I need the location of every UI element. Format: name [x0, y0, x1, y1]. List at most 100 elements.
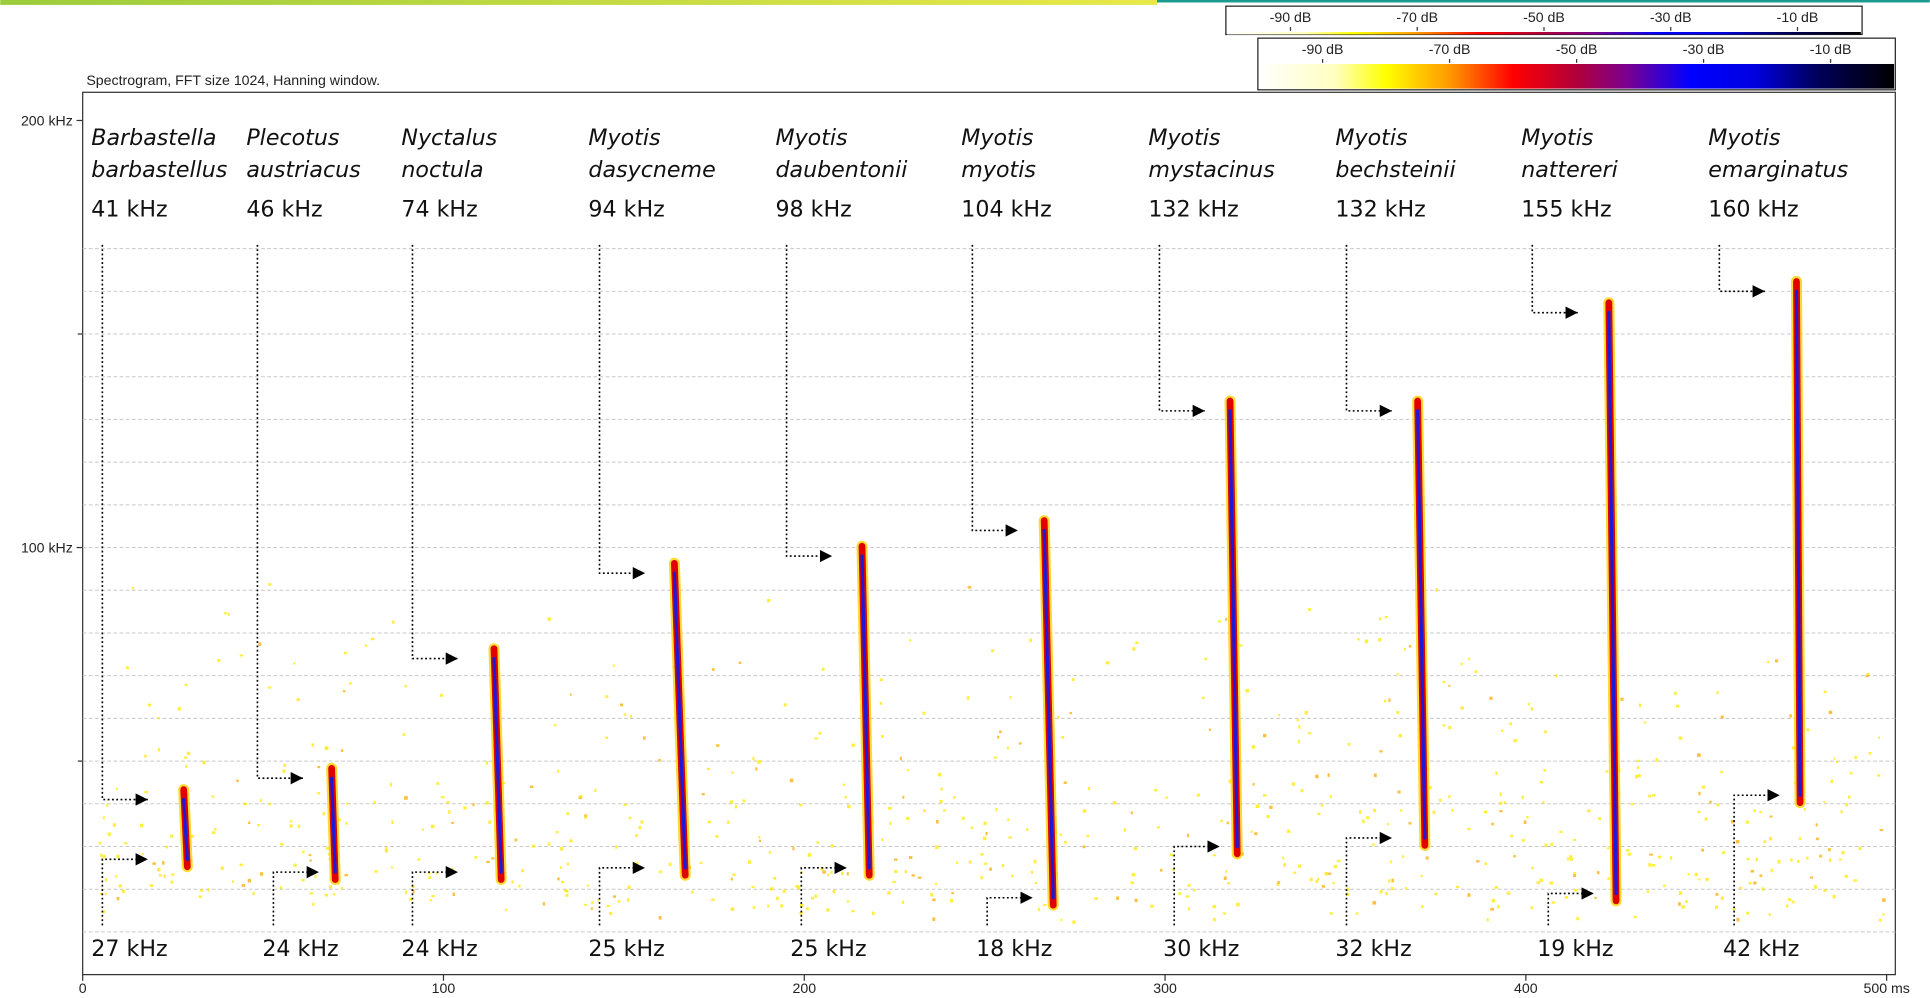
noise-dot [912, 874, 915, 876]
noise-dot [1676, 705, 1679, 708]
noise-dot [826, 908, 829, 911]
start-frequency-label: 41 kHz [91, 197, 167, 223]
noise-dot [1008, 836, 1012, 838]
noise-dot [731, 772, 734, 774]
noise-dot [165, 846, 168, 849]
noise-dot [1649, 854, 1653, 856]
noise-dot [1576, 917, 1579, 920]
noise-dot [312, 903, 314, 906]
noise-dot [1626, 849, 1629, 852]
noise-dot [308, 874, 311, 876]
noise-dot [140, 824, 143, 828]
noise-dot [1819, 855, 1822, 858]
noise-dot [1287, 830, 1291, 833]
colorbar-tick-label: -10 dB [1777, 9, 1819, 25]
noise-dot [1769, 837, 1772, 840]
noise-dot [1697, 811, 1700, 813]
noise-dot [1688, 873, 1690, 875]
noise-dot [1029, 639, 1032, 642]
noise-dot [340, 887, 342, 890]
noise-dot [1698, 878, 1700, 880]
noise-dot [1236, 903, 1240, 907]
start-frequency-label: 98 kHz [775, 197, 851, 223]
noise-dot [126, 666, 129, 669]
noise-dot [888, 807, 892, 810]
noise-dot [1756, 858, 1758, 861]
noise-dot [922, 712, 925, 715]
noise-dot [594, 789, 596, 792]
x-tick-label: 400 [1514, 980, 1538, 996]
noise-dot [1544, 730, 1547, 733]
noise-dot [953, 796, 956, 798]
noise-dot [597, 899, 599, 901]
noise-dot [715, 835, 718, 838]
noise-dot [943, 809, 946, 811]
noise-dot [1452, 809, 1454, 812]
noise-dot [841, 872, 844, 876]
noise-dot [1298, 740, 1300, 743]
noise-dot [1594, 897, 1596, 899]
noise-dot [984, 822, 987, 825]
noise-dot [1509, 722, 1512, 725]
noise-dot [1362, 820, 1364, 824]
noise-dot [1448, 726, 1451, 729]
noise-dot [1026, 828, 1029, 831]
noise-dot [730, 800, 733, 803]
noise-dot [317, 766, 320, 768]
noise-dot [1131, 881, 1134, 884]
noise-dot [211, 795, 214, 797]
noise-dot [1061, 736, 1064, 738]
x-tick-label: 300 [1153, 980, 1177, 996]
noise-dot [116, 788, 118, 790]
noise-dot [566, 812, 569, 815]
noise-dot [1574, 889, 1578, 892]
noise-dot [1170, 854, 1173, 857]
noise-dot [1705, 817, 1708, 820]
noise-dot [629, 817, 632, 819]
noise-dot [1460, 707, 1464, 710]
noise-dot [1631, 803, 1634, 805]
noise-dot [1072, 920, 1075, 923]
noise-dot [1400, 809, 1402, 811]
x-tick-label: 100 [432, 980, 456, 996]
noise-dot [344, 652, 347, 654]
noise-dot [939, 800, 942, 803]
noise-dot [742, 799, 745, 802]
noise-dot [767, 599, 770, 602]
noise-dot [811, 897, 814, 900]
noise-dot [1522, 839, 1525, 842]
chart-title: Spectrogram, FFT size 1024, Hanning wind… [86, 72, 380, 88]
noise-dot [968, 586, 972, 588]
noise-dot [1385, 616, 1388, 618]
noise-dot [1193, 889, 1196, 891]
noise-dot [1490, 908, 1494, 911]
noise-dot [1224, 876, 1227, 879]
colorbar-tick-label: -90 dB [1302, 41, 1344, 57]
noise-dot [310, 859, 312, 861]
noise-dot [373, 801, 375, 804]
noise-dot [1569, 855, 1573, 858]
noise-dot [1702, 786, 1706, 789]
noise-dot [1330, 795, 1332, 798]
noise-dot [1213, 918, 1216, 921]
noise-dot [1587, 809, 1591, 812]
noise-dot [907, 769, 909, 771]
noise-dot [530, 786, 533, 788]
noise-dot [1240, 644, 1243, 646]
colorbar-tick-label: -90 dB [1270, 9, 1312, 25]
noise-dot [1565, 896, 1568, 899]
noise-dot [1537, 881, 1540, 884]
species-epithet: myotis [961, 157, 1036, 183]
noise-dot [1282, 857, 1284, 860]
species-epithet: dasycneme [588, 157, 715, 183]
noise-dot [1771, 869, 1773, 873]
noise-dot [103, 816, 105, 819]
noise-dot [1501, 729, 1503, 732]
noise-dot [1131, 812, 1133, 815]
noise-dot [1504, 801, 1506, 803]
noise-dot [248, 879, 251, 883]
noise-dot [1500, 793, 1502, 797]
noise-dot [119, 884, 122, 887]
noise-dot [269, 803, 272, 805]
noise-dot [349, 682, 351, 684]
